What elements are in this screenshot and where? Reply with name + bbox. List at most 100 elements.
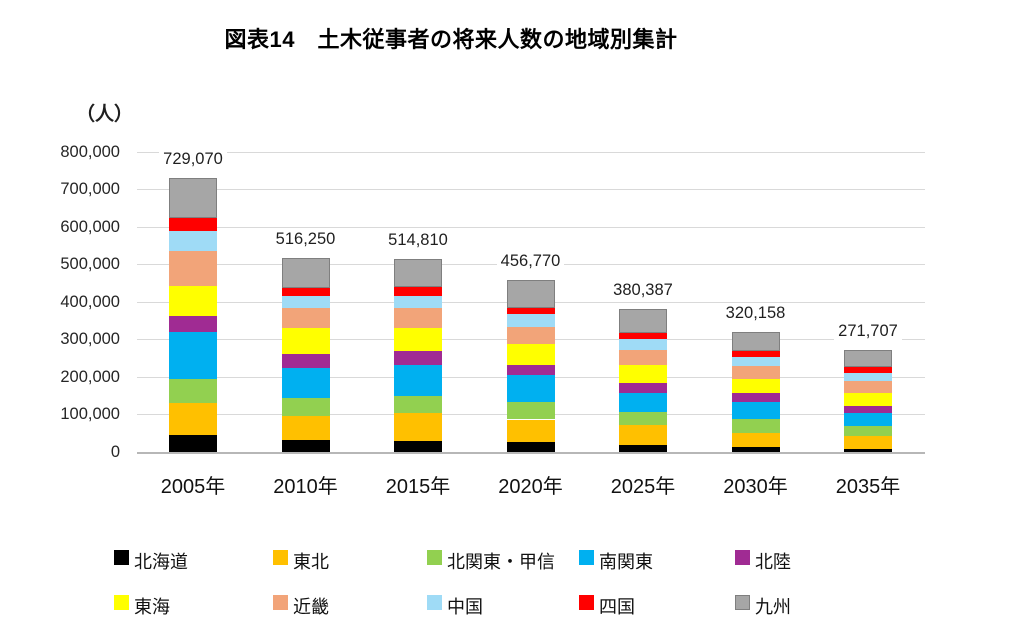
legend-item-kinki: 近畿 xyxy=(273,593,423,617)
y-axis-tick-label: 400,000 xyxy=(60,292,120,311)
bar-segment-tohoku-2025 xyxy=(619,424,667,446)
bar-segment-shikoku-2030 xyxy=(731,350,780,357)
bar-segment-kitakanto-koshin-2035 xyxy=(844,425,892,436)
bar-segment-tohoku-2035 xyxy=(844,435,892,449)
bar-segment-tokai-2015 xyxy=(394,327,442,352)
total-label-2020: 456,770 xyxy=(471,251,591,272)
legend-item-tohoku: 東北 xyxy=(273,548,423,572)
figure-title: 図表14 土木従事者の将来人数の地域別集計 xyxy=(224,27,678,52)
bar-segment-kinki-2010 xyxy=(281,308,330,329)
bar-segment-kitakanto-koshin-2020 xyxy=(506,402,555,420)
bar-segment-kyushu-2005 xyxy=(169,178,217,219)
total-label-2025: 380,387 xyxy=(583,280,703,301)
legend-item-hokuriku: 北陸 xyxy=(735,548,885,572)
bar-segment-kyushu-2035 xyxy=(844,349,892,368)
bar-segment-kyushu-2025 xyxy=(619,309,667,333)
total-label-2035: 271,707 xyxy=(808,320,928,341)
x-axis-label-2025: 2025年 xyxy=(610,476,676,498)
bar-segment-tohoku-2015 xyxy=(394,413,442,442)
bar-segment-minamikanto-2035 xyxy=(844,413,892,426)
bar-segment-hokkaido-2005 xyxy=(169,434,217,452)
y-axis-tick-label: 0 xyxy=(110,443,120,461)
y-axis-tick-label: 800,000 xyxy=(60,142,120,161)
y-axis-unit-label: （人） xyxy=(76,104,134,125)
bar-segment-tokai-2035 xyxy=(844,393,892,406)
y-axis-tick-label: 500,000 xyxy=(60,255,120,274)
y-axis-tick-label: 300,000 xyxy=(60,330,120,349)
bar-segment-hokuriku-2030 xyxy=(731,393,780,403)
legend-swatch-kitakanto-koshin xyxy=(427,550,442,565)
bar-segment-hokuriku-2035 xyxy=(844,405,892,414)
legend-swatch-minamikanto xyxy=(579,550,594,565)
legend-swatch-hokkaido xyxy=(114,550,129,565)
bar-segment-chugoku-2005 xyxy=(169,231,217,252)
legend-label-minamikanto: 南関東 xyxy=(599,552,653,572)
bar-segment-hokuriku-2005 xyxy=(169,315,217,333)
total-label-2010: 516,250 xyxy=(246,229,366,250)
bar-segment-hokuriku-2025 xyxy=(619,382,667,393)
bar-segment-chugoku-2030 xyxy=(731,356,780,366)
y-axis-tick-label: 700,000 xyxy=(60,180,120,199)
bar-segment-kinki-2035 xyxy=(844,380,892,394)
bar-segment-tokai-2010 xyxy=(281,328,330,355)
bar-segment-tokai-2025 xyxy=(619,364,667,383)
bar-segment-tokai-2030 xyxy=(731,378,780,394)
gridline xyxy=(137,151,925,153)
legend-label-tokai: 東海 xyxy=(134,597,170,617)
bar-segment-kinki-2030 xyxy=(731,365,780,379)
bar-segment-kyushu-2010 xyxy=(281,258,330,288)
bar-segment-shikoku-2010 xyxy=(281,287,330,296)
legend-swatch-tohoku xyxy=(273,550,288,565)
bar-segment-hokkaido-2020 xyxy=(506,442,555,452)
legend-swatch-shikoku xyxy=(579,595,594,610)
legend-label-kyushu: 九州 xyxy=(755,597,791,617)
bar-segment-hokuriku-2020 xyxy=(506,365,555,376)
legend-label-kitakanto-koshin: 北関東・甲信 xyxy=(447,552,555,572)
bar-segment-chugoku-2035 xyxy=(844,372,892,381)
gridline xyxy=(137,452,925,454)
bar-segment-hokkaido-2025 xyxy=(619,445,667,452)
bar-segment-minamikanto-2015 xyxy=(394,364,442,396)
bar-segment-shikoku-2035 xyxy=(844,367,892,373)
legend-label-hokkaido: 北海道 xyxy=(134,552,188,572)
bar-segment-tohoku-2005 xyxy=(169,402,217,435)
legend-swatch-kyushu xyxy=(735,595,750,610)
bar-segment-shikoku-2015 xyxy=(394,287,442,296)
legend-label-kinki: 近畿 xyxy=(293,597,329,617)
legend-item-kitakanto-koshin: 北関東・甲信 xyxy=(427,548,577,572)
bar-segment-kitakanto-koshin-2015 xyxy=(394,395,442,414)
legend-item-chugoku: 中国 xyxy=(427,593,577,617)
bar-segment-kitakanto-koshin-2005 xyxy=(169,379,217,403)
x-axis-label-2030: 2030年 xyxy=(723,476,788,498)
legend-label-shikoku: 四国 xyxy=(599,597,635,617)
bar-segment-shikoku-2005 xyxy=(169,218,217,232)
bar-segment-minamikanto-2005 xyxy=(169,332,217,380)
bar-segment-kyushu-2030 xyxy=(731,331,780,351)
bar-segment-hokkaido-2030 xyxy=(731,446,780,452)
gridline xyxy=(137,226,925,228)
bar-segment-kitakanto-koshin-2025 xyxy=(619,411,667,425)
bar-segment-chugoku-2010 xyxy=(281,295,330,309)
legend-swatch-hokuriku xyxy=(735,550,750,565)
legend-item-kyushu: 九州 xyxy=(735,593,885,617)
legend-item-tokai: 東海 xyxy=(114,593,264,617)
legend-label-chugoku: 中国 xyxy=(447,597,483,617)
bar-segment-kinki-2015 xyxy=(394,308,442,328)
bar-segment-kitakanto-koshin-2010 xyxy=(281,397,330,417)
bar-segment-minamikanto-2030 xyxy=(731,402,780,419)
bar-segment-tokai-2020 xyxy=(506,344,555,366)
x-axis-label-2020: 2020年 xyxy=(498,476,563,498)
bar-segment-hokuriku-2010 xyxy=(281,354,330,368)
bar-segment-kyushu-2020 xyxy=(506,280,555,308)
total-label-2005: 729,070 xyxy=(133,149,253,170)
bar-segment-shikoku-2020 xyxy=(506,307,555,315)
bar-segment-kitakanto-koshin-2030 xyxy=(731,418,780,433)
bar-segment-kinki-2025 xyxy=(619,349,667,365)
y-axis-tick-label: 200,000 xyxy=(60,367,120,386)
bar-segment-shikoku-2025 xyxy=(619,332,667,339)
bar-segment-kinki-2005 xyxy=(169,251,217,286)
total-label-2030: 320,158 xyxy=(696,302,816,323)
total-label-2015: 514,810 xyxy=(358,229,478,250)
legend-swatch-chugoku xyxy=(427,595,442,610)
